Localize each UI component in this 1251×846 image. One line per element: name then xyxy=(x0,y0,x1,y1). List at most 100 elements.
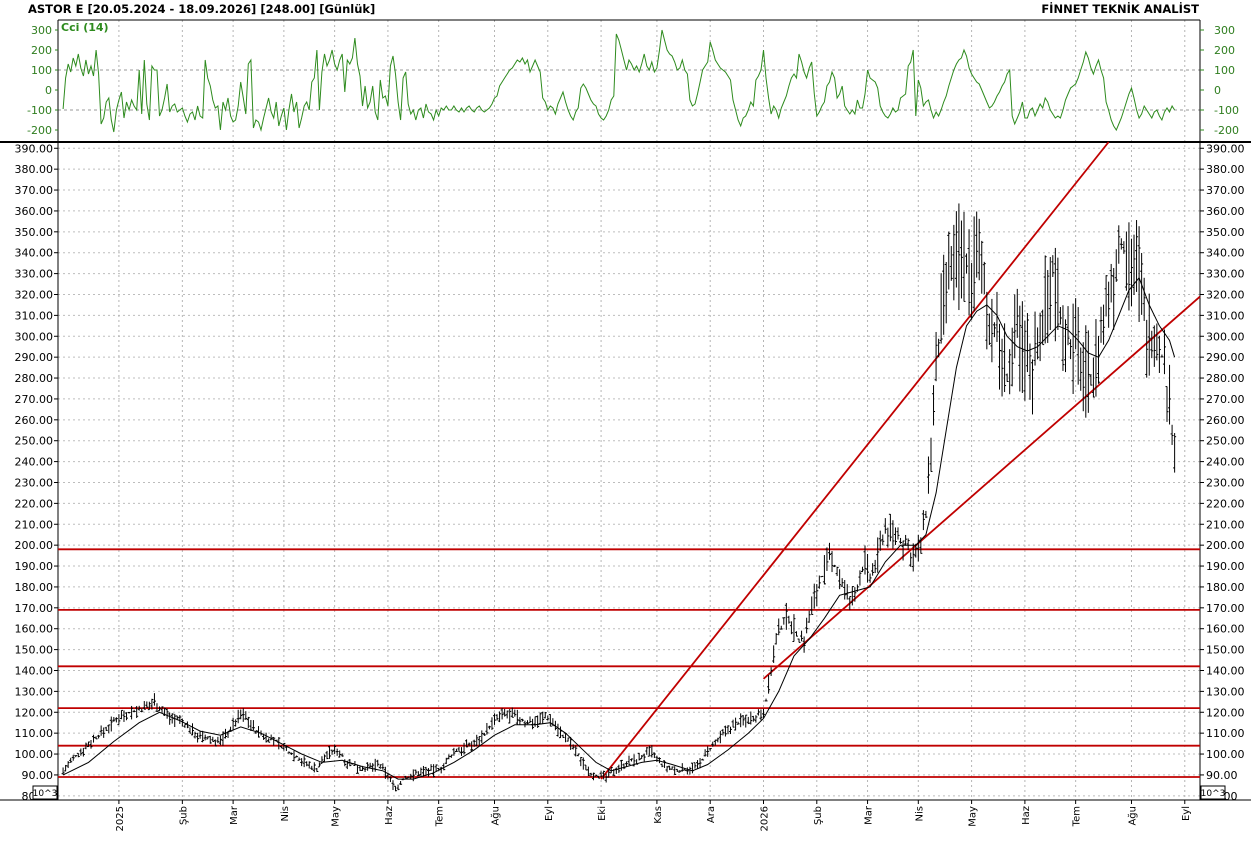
price-tick-left-25: 140.00 xyxy=(15,664,54,677)
price-bar xyxy=(297,757,301,761)
price-bar xyxy=(191,723,195,736)
price-bar xyxy=(624,761,628,767)
price-bar xyxy=(800,630,804,642)
price-bar xyxy=(310,765,314,770)
cci-tick-right-2: 100 xyxy=(1214,64,1235,77)
price-bar xyxy=(995,291,999,342)
price-tick-left-1: 380.00 xyxy=(15,163,54,176)
price-tick-left-17: 220.00 xyxy=(15,497,54,510)
x-tick-4: May xyxy=(331,806,342,827)
price-bar xyxy=(1071,303,1075,394)
price-tick-right-15: 240.00 xyxy=(1206,456,1245,469)
price-bar xyxy=(137,705,141,711)
price-bar xyxy=(523,720,527,728)
price-bar xyxy=(518,717,522,725)
price-bar xyxy=(1099,306,1103,343)
x-tick-9: Eki xyxy=(597,806,608,821)
price-bar xyxy=(579,756,583,767)
price-bar xyxy=(1033,311,1037,366)
x-grid xyxy=(118,20,1186,800)
price-bar xyxy=(1041,309,1045,346)
price-bar xyxy=(937,338,941,358)
x-tick-0: 2025 xyxy=(115,806,126,831)
price-bar xyxy=(122,710,126,722)
price-bar xyxy=(1162,329,1166,375)
price-bar xyxy=(295,755,299,758)
price-bar xyxy=(566,737,570,742)
price-bar xyxy=(972,216,976,312)
price-bar xyxy=(155,703,159,712)
price-bar xyxy=(1038,312,1042,362)
price-bar xyxy=(1028,343,1032,400)
price-tick-left-23: 160.00 xyxy=(15,623,54,636)
price-bar xyxy=(322,754,326,763)
price-bar xyxy=(1015,288,1019,338)
price-tick-right-12: 270.00 xyxy=(1206,393,1245,406)
price-bar xyxy=(1096,335,1100,384)
x-tick-16: May xyxy=(968,806,979,827)
price-bar xyxy=(739,713,743,728)
price-bar xyxy=(543,711,547,719)
cci-tick-left-5: -200 xyxy=(27,124,52,137)
price-bar xyxy=(421,765,425,777)
price-bar xyxy=(158,706,162,712)
price-bar xyxy=(312,762,316,773)
price-bar xyxy=(602,770,606,780)
price-bar xyxy=(1058,306,1062,325)
price-bar xyxy=(1069,339,1073,360)
price-bar xyxy=(868,573,872,583)
x-tick-6: Tem xyxy=(435,806,446,827)
price-bar xyxy=(952,224,956,301)
price-bar xyxy=(388,776,392,783)
price-bar xyxy=(264,732,268,743)
price-bar xyxy=(604,773,608,783)
price-bar xyxy=(150,698,154,710)
price-bar xyxy=(178,715,182,724)
price-tick-left-7: 320.00 xyxy=(15,288,54,301)
price-tick-right-16: 230.00 xyxy=(1206,476,1245,489)
x-tick-19: Ağu xyxy=(1126,806,1138,826)
price-bar xyxy=(838,569,842,590)
price-bar xyxy=(1053,247,1057,342)
price-bar xyxy=(954,211,958,288)
price-bar xyxy=(769,667,773,676)
svg-text:10^3: 10^3 xyxy=(33,789,58,799)
price-bar xyxy=(904,534,908,546)
price-tick-left-19: 200.00 xyxy=(15,539,54,552)
price-bar xyxy=(675,768,679,772)
price-bar xyxy=(1122,241,1126,254)
price-bar xyxy=(86,741,90,748)
cci-tick-left-4: -100 xyxy=(27,104,52,117)
price-bar xyxy=(949,246,953,281)
price-bar xyxy=(891,520,895,549)
price-bar xyxy=(932,385,936,426)
price-bar xyxy=(975,211,979,278)
chart-title: ASTOR E [20.05.2024 - 18.09.2026] [248.0… xyxy=(28,2,375,16)
price-bar xyxy=(939,273,943,344)
price-tick-right-0: 390.00 xyxy=(1206,142,1245,155)
price-bar xyxy=(817,575,821,589)
price-bar xyxy=(208,735,212,744)
price-bar xyxy=(343,759,347,767)
x-tick-15: Nis xyxy=(914,806,925,821)
price-bar xyxy=(1102,304,1106,345)
price-tick-right-2: 370.00 xyxy=(1206,184,1245,197)
price-bar xyxy=(657,757,661,764)
price-tick-right-9: 300.00 xyxy=(1206,330,1245,343)
price-bar xyxy=(901,540,905,561)
price-tick-right-18: 210.00 xyxy=(1206,518,1245,531)
price-bar xyxy=(84,742,88,750)
price-bar xyxy=(1025,313,1029,373)
price-bar xyxy=(980,240,984,294)
price-bar xyxy=(1079,347,1083,391)
price-tick-left-6: 330.00 xyxy=(15,268,54,281)
price-bar xyxy=(196,732,200,743)
price-bar xyxy=(147,701,151,711)
price-bar xyxy=(94,736,98,740)
price-bar xyxy=(114,717,118,723)
price-bar xyxy=(495,714,499,721)
price-bar xyxy=(454,748,458,752)
price-tick-right-8: 310.00 xyxy=(1206,309,1245,322)
price-bar xyxy=(767,675,771,694)
price-tick-right-13: 260.00 xyxy=(1206,414,1245,427)
